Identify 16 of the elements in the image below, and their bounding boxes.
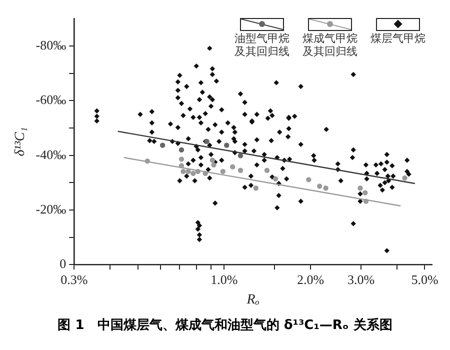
legend-label: 煤成气甲烷及其回归线 (302, 33, 358, 59)
y-tick-label: -40‰ (36, 146, 66, 162)
legend-label: 油型气甲烷及其回归线 (234, 33, 290, 59)
x-tick-label: 0.3% (60, 272, 88, 287)
y-tick-label: -80‰ (36, 38, 66, 53)
x-axis-title: Rₒ (246, 292, 260, 308)
y-tick-label: -20‰ (36, 201, 66, 216)
text: 图 1 中国煤层气、煤成气和油型气的 δ¹³C₁—Rₒ 关系图 (56, 316, 394, 334)
y-axis-title: δ¹³C₁ (13, 127, 28, 156)
x-tick-label: 5.0% (411, 272, 438, 287)
x-tick-label: 2.0% (297, 272, 324, 287)
x-tick-label: 3.0% (348, 272, 375, 287)
legend-label: 煤层气甲烷 (370, 33, 426, 46)
y-tick-label: 0 (60, 256, 66, 272)
x-tick-label: 1.0% (210, 272, 238, 287)
y-tick-label: -60‰ (36, 92, 66, 108)
